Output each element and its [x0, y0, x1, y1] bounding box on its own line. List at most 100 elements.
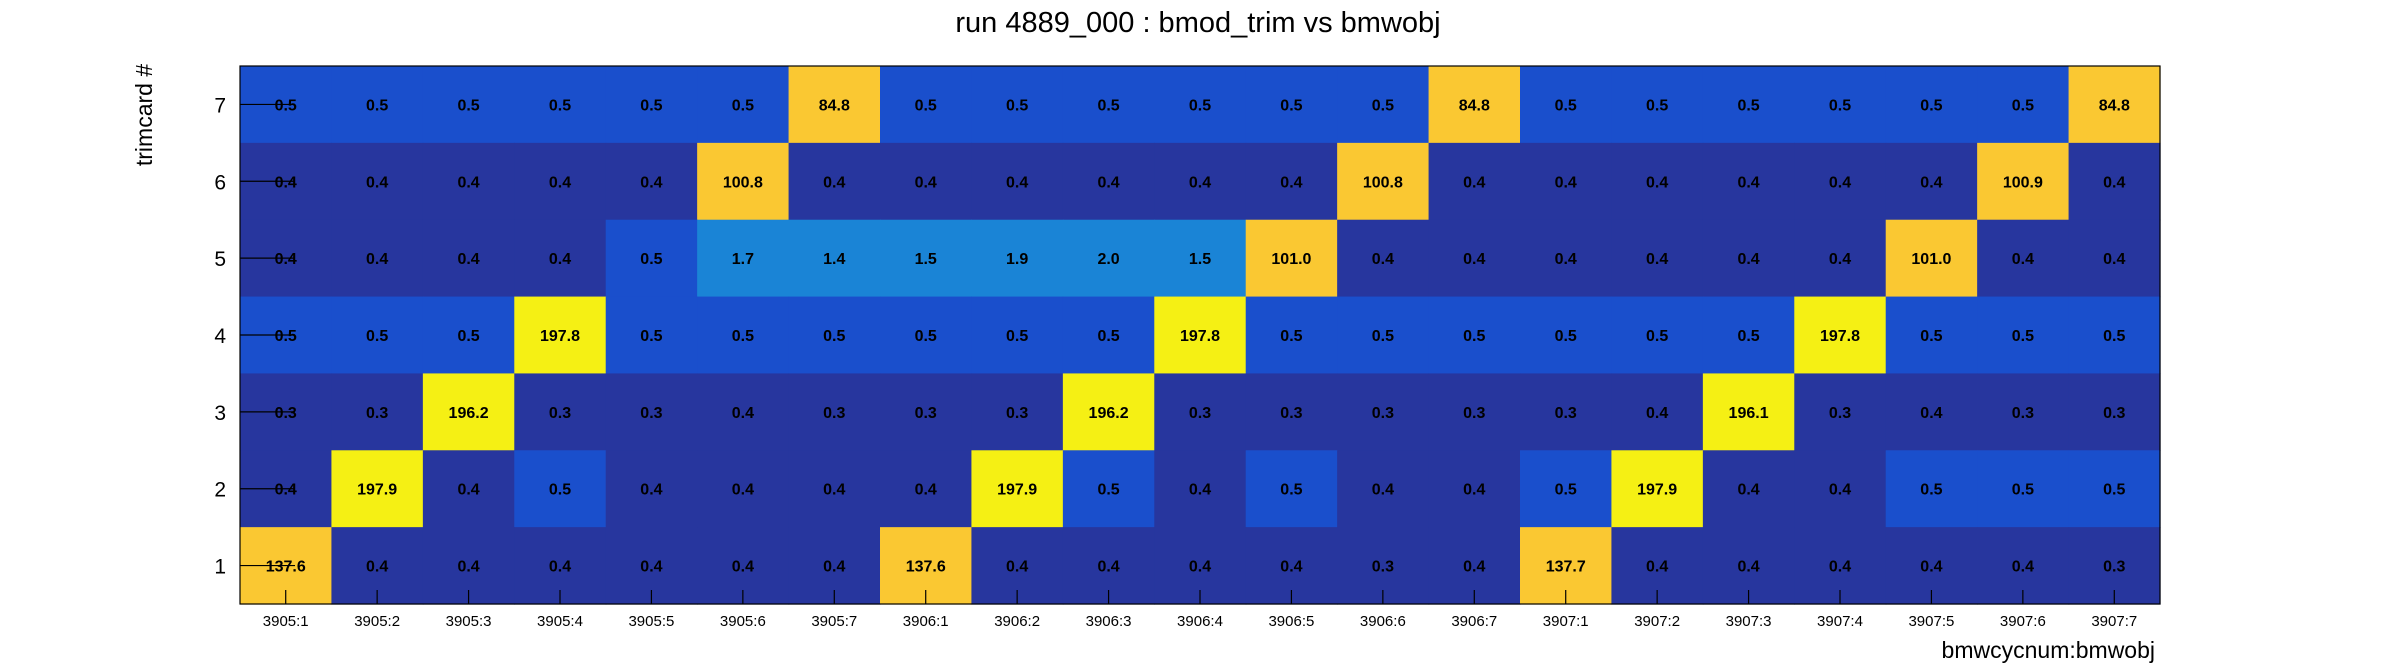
- heatmap-cell: [1794, 66, 1887, 144]
- cell-value-label: 0.5: [1646, 328, 1668, 345]
- cell-value-label: 0.4: [2012, 559, 2034, 576]
- cell-value-label: 0.4: [457, 174, 479, 191]
- cell-value-label: 0.4: [457, 559, 479, 576]
- heatmap-cell: [1337, 142, 1430, 221]
- cell-value-label: 197.8: [540, 328, 580, 345]
- cell-value-label: 0.4: [1829, 559, 1851, 576]
- heatmap-cell: [1794, 219, 1887, 298]
- cell-value-label: 0.4: [366, 559, 388, 576]
- heatmap-cell: [1337, 219, 1430, 298]
- cell-value-label: 0.4: [1280, 174, 1302, 191]
- cell-value-label: 0.5: [2012, 328, 2034, 345]
- heatmap-cell: [1794, 296, 1887, 375]
- heatmap-cell: [1428, 142, 1521, 221]
- heatmap-cell: [1337, 373, 1430, 451]
- cell-value-label: 101.0: [1271, 251, 1311, 268]
- heatmap-cell: [2068, 66, 2161, 144]
- heatmap-cell: [605, 66, 698, 144]
- heatmap-cell: [1428, 296, 1521, 375]
- cell-value-label: 137.7: [1546, 559, 1586, 576]
- x-axis-label: bmwcycnum:bmwobj: [1942, 637, 2155, 663]
- heatmap-cell: [1154, 296, 1247, 375]
- heatmap-cell: [1977, 450, 2070, 528]
- heatmap-cell: [1977, 219, 2070, 298]
- heatmap-cell: [2068, 373, 2161, 451]
- heatmap-cell: [605, 373, 698, 451]
- cell-value-label: 0.3: [549, 405, 571, 422]
- cell-value-label: 1.5: [1189, 251, 1211, 268]
- cell-value-label: 84.8: [1459, 97, 1490, 114]
- x-tick-label: 3907:1: [1543, 613, 1589, 630]
- heatmap-cell: [1611, 373, 1704, 451]
- cell-value-label: 0.5: [1006, 97, 1028, 114]
- heatmap-cell: [697, 450, 790, 528]
- cell-value-label: 197.9: [1637, 482, 1677, 499]
- y-tick-label: 7: [214, 94, 226, 117]
- x-tick-label: 3905:5: [628, 613, 674, 630]
- heatmap-cell: [971, 373, 1064, 451]
- cell-value-label: 0.5: [1097, 328, 1119, 345]
- y-tick-label: 4: [214, 325, 226, 348]
- heatmap-cell: [605, 296, 698, 375]
- cell-value-label: 0.5: [1463, 328, 1485, 345]
- cell-value-label: 0.4: [1463, 174, 1485, 191]
- cell-value-label: 0.3: [1829, 405, 1851, 422]
- heatmap-cell: [788, 219, 881, 298]
- heatmap-cell: [1977, 66, 2070, 144]
- cell-value-label: 0.5: [457, 328, 479, 345]
- cell-value-label: 0.5: [2103, 328, 2125, 345]
- cell-value-label: 0.5: [1189, 97, 1211, 114]
- cell-value-label: 0.4: [1829, 251, 1851, 268]
- heatmap-cell: [1428, 450, 1521, 528]
- heatmap-cell: [1337, 296, 1430, 375]
- cell-value-label: 0.5: [915, 97, 937, 114]
- heatmap-cell: [1794, 142, 1887, 221]
- cell-value-label: 0.5: [1555, 97, 1577, 114]
- heatmap-cell: [1154, 142, 1247, 221]
- cell-value-label: 0.5: [2103, 482, 2125, 499]
- cell-value-label: 0.4: [1463, 559, 1485, 576]
- heatmap-cell: [1794, 450, 1887, 528]
- heatmap-cells: [240, 66, 2161, 605]
- cell-value-label: 84.8: [819, 97, 850, 114]
- heatmap-cell: [605, 219, 698, 298]
- cell-value-label: 0.5: [457, 97, 479, 114]
- heatmap-cell: [880, 373, 973, 451]
- y-axis-label: trimcard #: [131, 64, 157, 166]
- cell-value-label: 196.2: [449, 405, 489, 422]
- cell-value-label: 196.1: [1729, 405, 1769, 422]
- cell-value-label: 0.4: [1280, 559, 1302, 576]
- heatmap-cell: [1611, 142, 1704, 221]
- cell-value-label: 0.5: [640, 328, 662, 345]
- cell-value-label: 0.4: [549, 174, 571, 191]
- heatmap-cell: [1062, 219, 1155, 298]
- heatmap-cell: [1977, 373, 2070, 451]
- cell-value-label: 0.4: [1189, 174, 1211, 191]
- cell-value-label: 0.4: [457, 482, 479, 499]
- cell-value-label: 0.3: [1372, 559, 1394, 576]
- cell-value-label: 0.4: [366, 174, 388, 191]
- heatmap-cell: [1154, 66, 1247, 144]
- heatmap-cell: [1520, 296, 1613, 375]
- cell-value-label: 0.4: [1463, 482, 1485, 499]
- heatmap-cell: [1428, 219, 1521, 298]
- x-tick-label: 3907:2: [1634, 613, 1680, 630]
- heatmap-cell: [514, 142, 607, 221]
- cell-value-label: 0.5: [732, 328, 754, 345]
- cell-value-label: 0.5: [1829, 97, 1851, 114]
- cell-value-label: 0.3: [366, 405, 388, 422]
- heatmap-cell: [514, 450, 607, 528]
- heatmap-cell: [514, 373, 607, 451]
- cell-value-label: 0.5: [1372, 97, 1394, 114]
- cell-value-label: 0.5: [1280, 97, 1302, 114]
- cell-value-label: 1.5: [915, 251, 937, 268]
- heatmap-cell: [788, 296, 881, 375]
- heatmap-cell: [1062, 142, 1155, 221]
- cell-value-label: 0.4: [1737, 559, 1759, 576]
- cell-value-label: 0.4: [275, 251, 297, 268]
- cell-value-label: 0.3: [1280, 405, 1302, 422]
- cell-value-label: 0.4: [1189, 482, 1211, 499]
- cell-value-label: 0.4: [2103, 251, 2125, 268]
- x-tick-label: 3906:4: [1177, 613, 1223, 630]
